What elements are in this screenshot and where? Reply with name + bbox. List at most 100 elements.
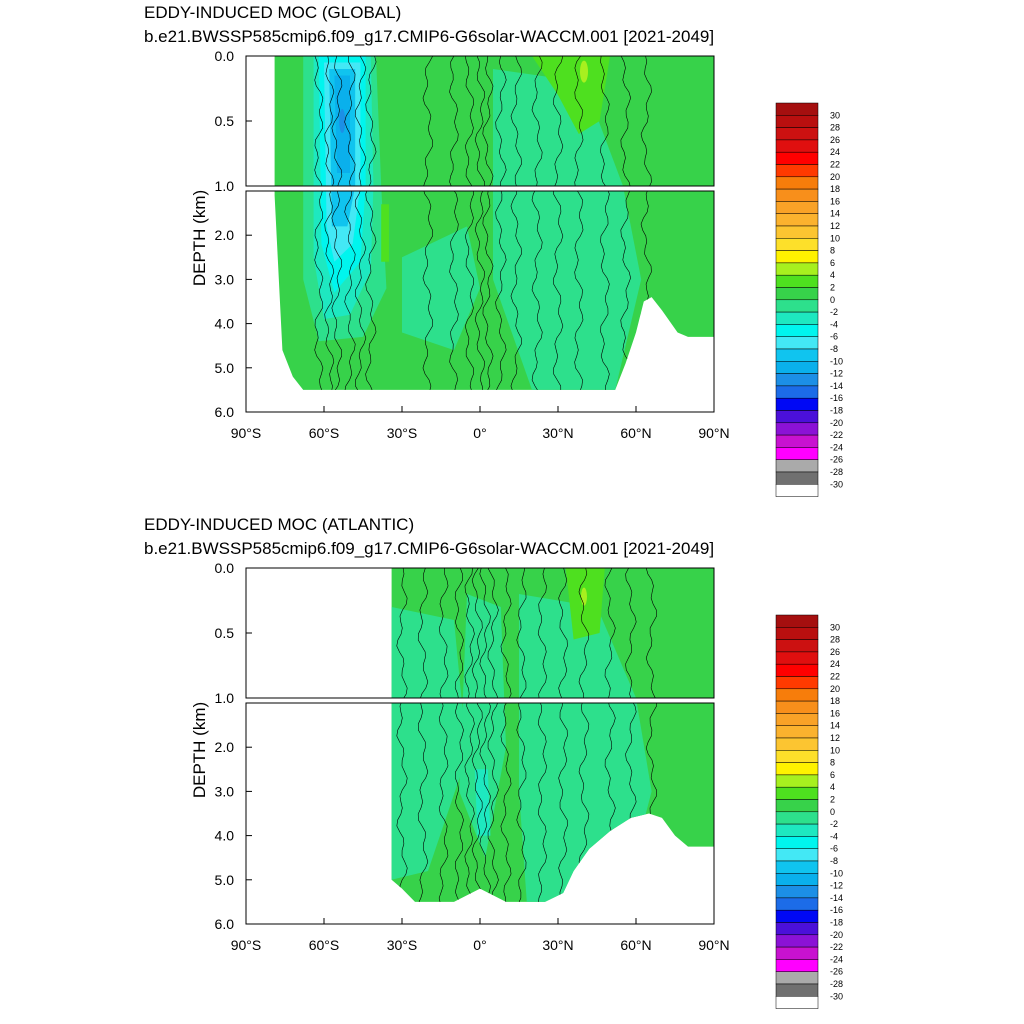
x-tick-label: 60°S	[309, 937, 340, 953]
x-tick-label: 0°	[473, 425, 486, 441]
colorbar-swatch	[775, 774, 819, 788]
x-tick-label: 90°N	[698, 425, 729, 441]
colorbar-swatch	[775, 737, 819, 751]
colorbar-swatch	[775, 102, 819, 116]
colorbar-label: 16	[830, 708, 840, 718]
contour-line	[482, 56, 494, 390]
x-tick-label: 90°S	[231, 425, 262, 441]
contour-fill-neg14	[339, 109, 346, 133]
colorbar-swatch	[775, 848, 819, 862]
colorbar-label: 30	[830, 622, 840, 632]
x-tick-label: 90°S	[231, 937, 262, 953]
colorbar-swatch	[775, 762, 819, 776]
colorbar-label: 14	[830, 721, 840, 731]
contour-line	[578, 568, 590, 902]
colorbar-swatch	[775, 651, 819, 665]
colorbar-label: -8	[830, 856, 838, 866]
contour-line	[464, 568, 475, 902]
colorbar-label: -12	[830, 881, 843, 891]
colorbar-label: 4	[830, 270, 835, 280]
colorbar-label: -28	[830, 467, 843, 477]
colorbar-swatch	[775, 700, 819, 714]
colorbar-swatch	[775, 873, 819, 886]
contour-field	[274, 56, 714, 390]
contour-fill-pos2	[532, 56, 610, 134]
colorbar-swatch	[775, 885, 819, 899]
contour-field	[391, 568, 714, 902]
colorbar-swatch	[775, 434, 819, 448]
contour-line	[487, 568, 499, 902]
contour-fill-neg2	[493, 69, 642, 390]
colorbar-label: -22	[830, 942, 843, 952]
colorbar-label: 6	[830, 770, 835, 780]
contour-fill-pos4	[581, 587, 587, 606]
x-tick-label: 60°N	[620, 937, 651, 953]
y-tick-label: 0.5	[215, 625, 235, 641]
colorbar-label: 0	[830, 807, 835, 817]
colorbar-label: 24	[830, 147, 840, 157]
colorbar-swatch	[775, 188, 819, 202]
colorbar-label: 10	[830, 745, 840, 755]
colorbar-swatch	[775, 996, 819, 1009]
colorbar-swatch	[775, 373, 819, 387]
colorbar-label: -10	[830, 868, 843, 878]
contour-line	[449, 56, 459, 390]
colorbar-label: -24	[830, 442, 843, 452]
colorbar-label: 20	[830, 684, 840, 694]
colorbar-swatch	[775, 348, 819, 362]
colorbar-swatch	[775, 201, 819, 214]
colorbar-label: 22	[830, 160, 840, 170]
colorbar-swatch	[775, 823, 819, 837]
colorbar-label: -24	[830, 954, 843, 964]
colorbar-swatch	[775, 946, 819, 960]
contour-line	[417, 568, 429, 902]
chart-title: EDDY-INDUCED MOC (ATLANTIC)	[144, 515, 414, 534]
colorbar-swatch	[775, 447, 819, 460]
colorbar-label: 28	[830, 123, 840, 133]
contour-line	[454, 568, 464, 902]
colorbar: 302826242220181614121086420-2-4-6-8-10-1…	[775, 614, 843, 1009]
y-tick-label: 2.0	[215, 739, 235, 755]
contour-line	[474, 56, 486, 390]
colorbar-swatch	[775, 151, 819, 165]
x-tick-label: 60°S	[309, 425, 340, 441]
chart-panel-1: EDDY-INDUCED MOC (ATLANTIC) b.e21.BWSSP58…	[144, 515, 843, 1009]
x-tick-label: 30°S	[387, 937, 418, 953]
x-tick-label: 90°N	[698, 937, 729, 953]
contour-line	[531, 56, 543, 390]
contour-fill-pos4	[580, 60, 588, 83]
contour-line	[553, 56, 564, 390]
colorbar-swatch	[775, 397, 819, 411]
panel-gap	[245, 186, 715, 191]
colorbar-label: -16	[830, 905, 843, 915]
contour-fill-neg2	[402, 226, 480, 351]
colorbar-label: -2	[830, 307, 838, 317]
y-tick-label: 5.0	[215, 872, 235, 888]
colorbar-label: 8	[830, 246, 835, 256]
colorbar-swatch	[775, 115, 819, 128]
colorbar-label: -20	[830, 930, 843, 940]
colorbar-swatch	[775, 639, 819, 653]
contour-line	[438, 568, 449, 902]
contour-line	[344, 56, 356, 390]
colorbar-swatch	[775, 959, 819, 972]
contour-line	[574, 56, 584, 390]
contour-line	[354, 56, 367, 390]
colorbar-label: 30	[830, 110, 840, 120]
colorbar-label: -4	[830, 319, 838, 329]
colorbar-swatch	[775, 459, 819, 473]
colorbar-swatch	[775, 811, 819, 825]
colorbar-swatch	[775, 250, 819, 264]
colorbar-swatch	[775, 725, 819, 739]
chart-subtitle: b.e21.BWSSP585cmip6.f09_g17.CMIP6-G6sola…	[144, 539, 714, 558]
chart-panel-0: EDDY-INDUCED MOC (GLOBAL) b.e21.BWSSP585c…	[144, 3, 843, 497]
chart-subtitle: b.e21.BWSSP585cmip6.f09_g17.CMIP6-G6sola…	[144, 27, 714, 46]
colorbar-label: -18	[830, 406, 843, 416]
contour-line	[495, 56, 507, 390]
contour-fill-neg2	[519, 594, 652, 902]
colorbar: 302826242220181614121086420-2-4-6-8-10-1…	[775, 102, 843, 497]
y-tick-label: 1.0	[215, 690, 235, 706]
contour-line	[600, 56, 610, 390]
colorbar-label: 28	[830, 635, 840, 645]
contour-line	[558, 568, 568, 902]
